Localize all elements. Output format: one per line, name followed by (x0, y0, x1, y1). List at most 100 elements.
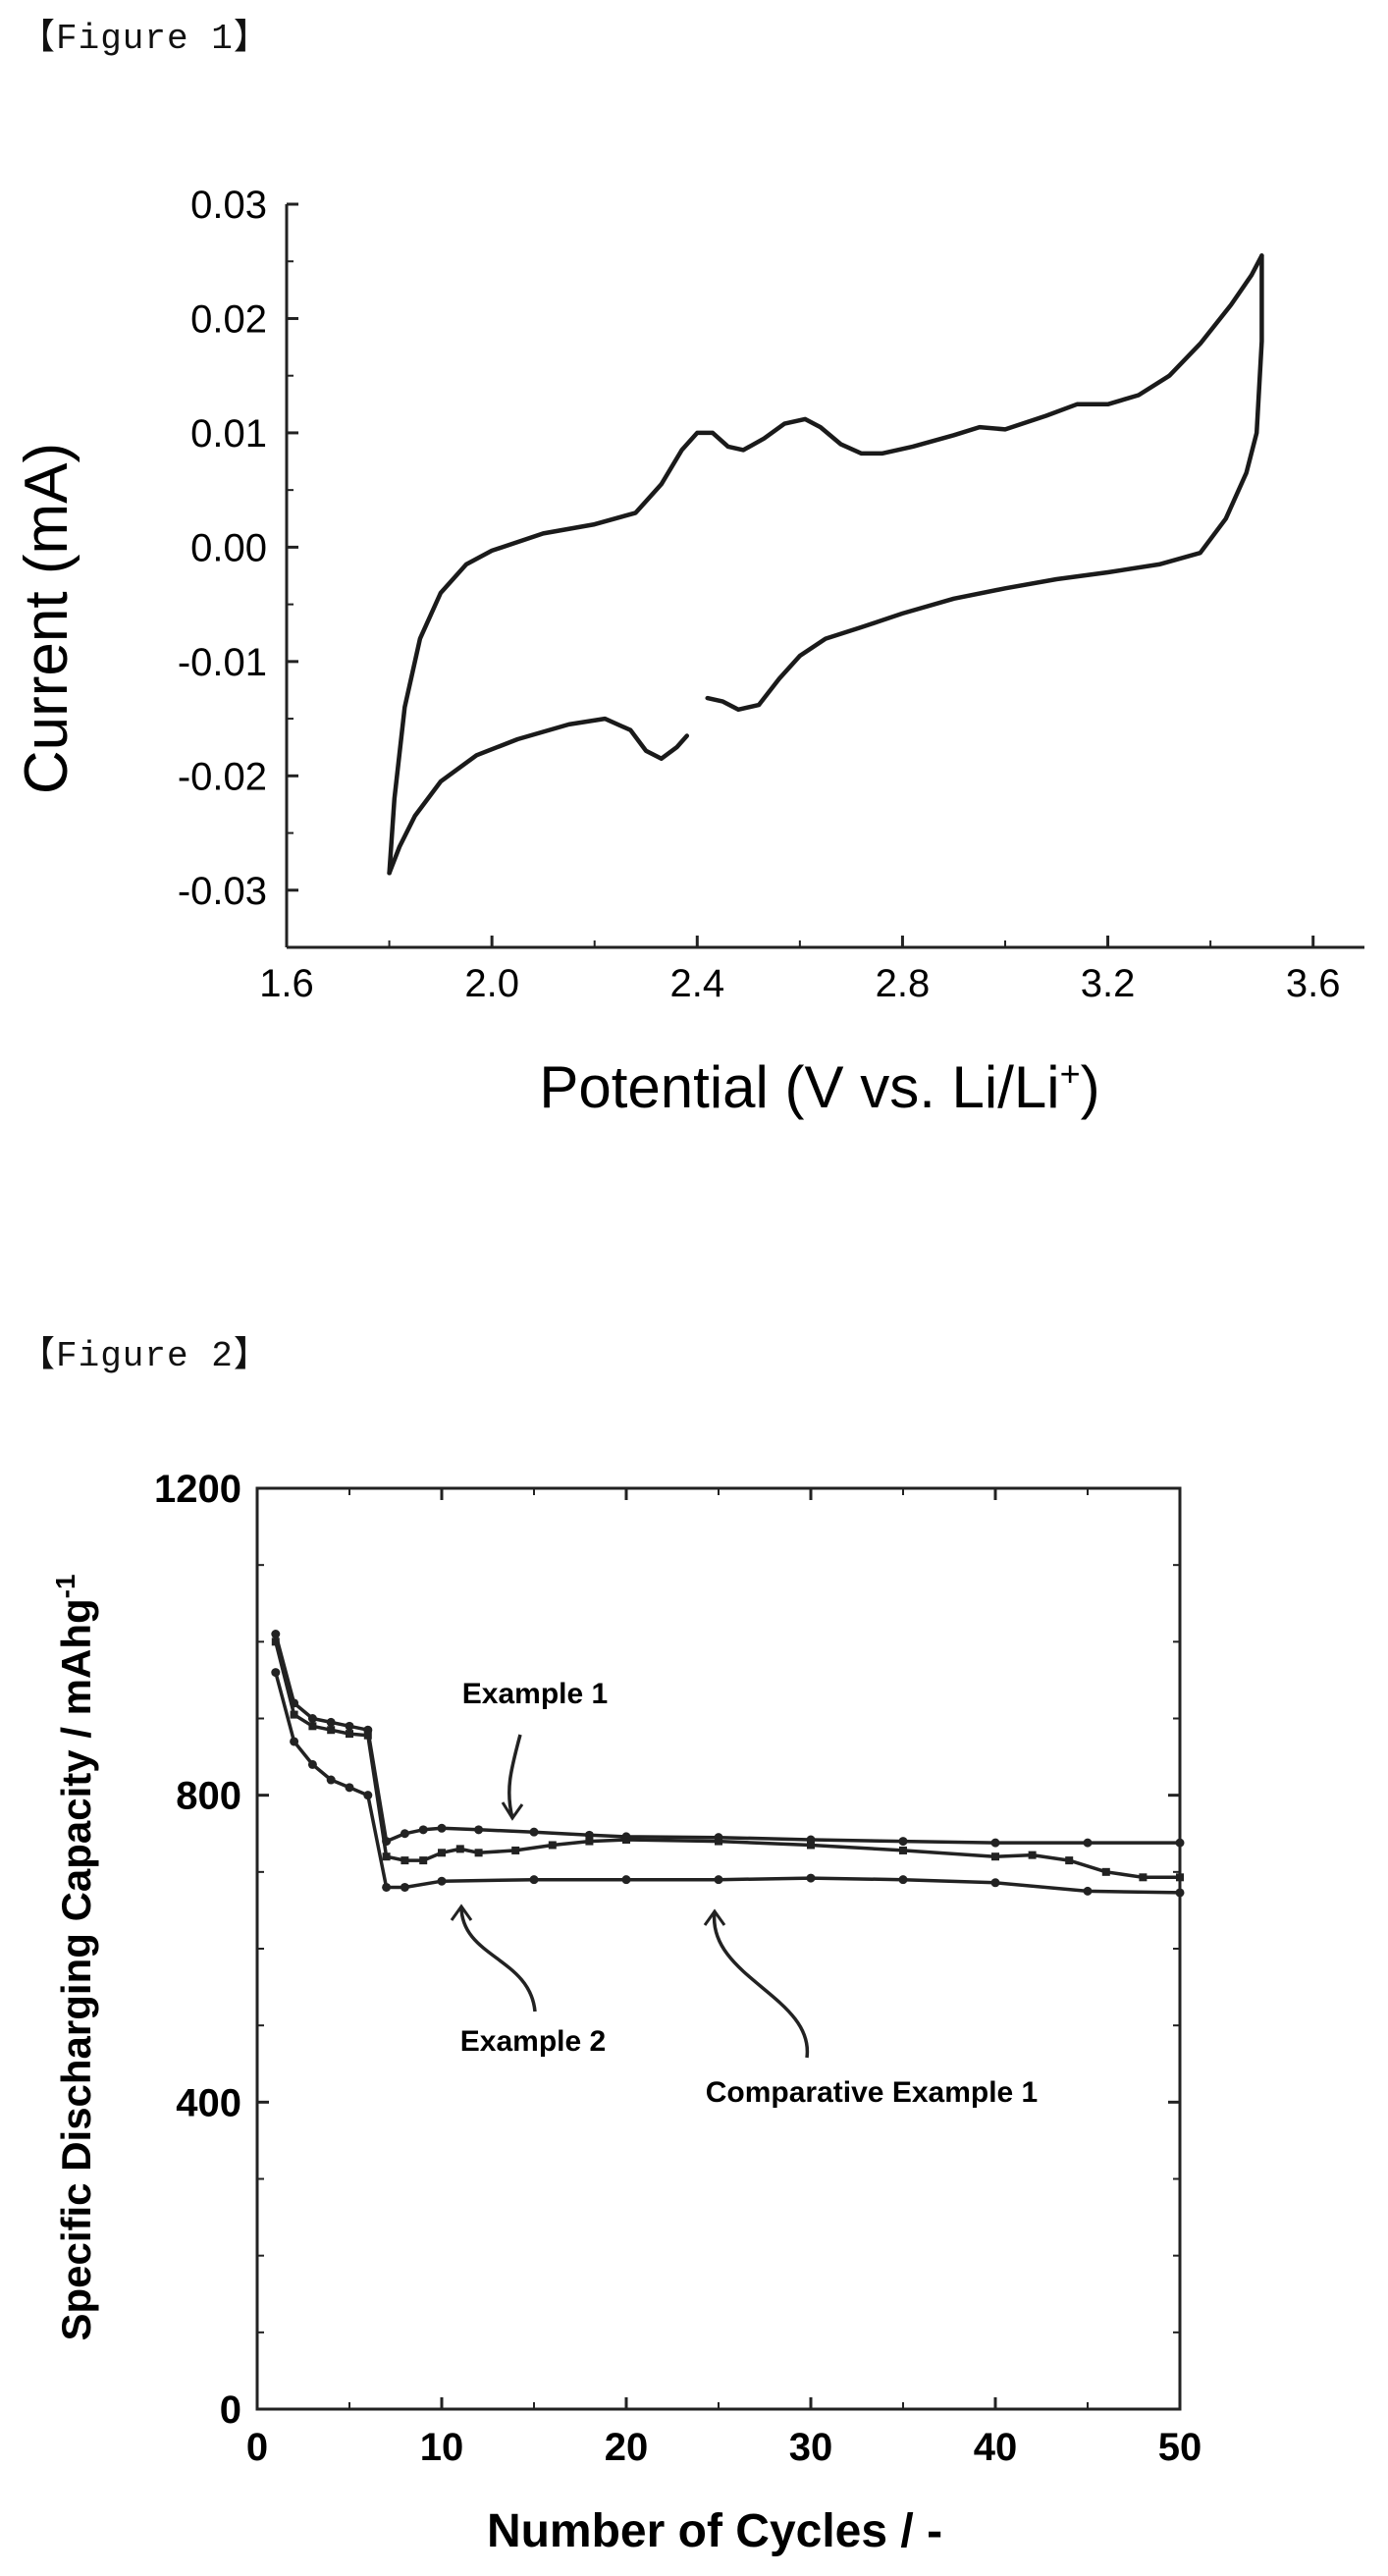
x-tick-label: 40 (974, 2426, 1018, 2469)
data-point (899, 1846, 907, 1854)
data-point (363, 1731, 372, 1740)
data-point (400, 1856, 409, 1865)
data-point (419, 1856, 428, 1865)
y-axis-title: Specific Discharging Capacity / mAhg-1 (50, 1574, 99, 2340)
data-point (345, 1783, 354, 1793)
annotation-arrow (459, 1905, 537, 2012)
x-axis-title: Number of Cycles / - (487, 2505, 942, 2557)
y-tick-label: 0.03 (190, 184, 267, 227)
data-point (714, 1875, 723, 1885)
data-point (455, 1845, 464, 1853)
data-point (1175, 1838, 1185, 1848)
y-tick-label: 400 (176, 2081, 241, 2124)
y-tick-label: -0.03 (178, 870, 267, 913)
data-point (437, 1823, 447, 1833)
data-point (400, 1882, 409, 1892)
y-tick-label: 0.02 (190, 297, 267, 341)
annotation-arrowhead (450, 1904, 473, 1921)
cycling-capacity-chart: 0 10 20 30 40 50 0 400 800 1200 Example 1 Example 2… (50, 1468, 1202, 2557)
x-tick-label: 30 (789, 2426, 833, 2469)
x-axis-title: Potential (V vs. Li/Li+) (539, 1053, 1099, 1120)
data-point (290, 1710, 298, 1719)
series-annotation-label: Example 1 (462, 1678, 608, 1710)
data-point (307, 1714, 317, 1723)
y-tick-label: 1200 (154, 1468, 241, 1511)
data-point (1175, 1888, 1185, 1898)
x-tick-label: 0 (246, 2426, 268, 2469)
annotation-arrow (507, 1734, 522, 1819)
x-tick-label: 50 (1158, 2426, 1202, 2469)
data-point (1028, 1851, 1037, 1859)
data-point (382, 1882, 392, 1892)
annotation-arrowhead (501, 1801, 524, 1821)
data-point (1139, 1873, 1148, 1882)
x-tick-label: 2.0 (464, 962, 519, 1005)
data-point (437, 1876, 447, 1886)
data-point (529, 1827, 539, 1837)
data-point (271, 1630, 281, 1639)
data-point (346, 1730, 353, 1739)
data-point (326, 1717, 336, 1727)
data-point (400, 1829, 409, 1839)
data-point (622, 1836, 630, 1845)
data-point (511, 1846, 520, 1854)
x-tick-label: 3.2 (1081, 962, 1136, 1005)
data-point (474, 1825, 484, 1835)
data-point (1065, 1856, 1074, 1865)
data-point (271, 1637, 280, 1646)
plot-frame (255, 1486, 1182, 2411)
cv-curve-segment-3 (387, 716, 690, 876)
y-tick-label: 0.01 (190, 412, 267, 456)
data-point (1083, 1838, 1093, 1848)
data-point (474, 1849, 483, 1857)
data-point (327, 1726, 336, 1735)
series-line-1 (274, 1634, 1180, 1845)
data-point (290, 1737, 299, 1746)
x-tick-label: 3.6 (1286, 962, 1341, 1005)
annotation-arrowhead (703, 1908, 726, 1926)
data-point (806, 1873, 816, 1883)
x-tick-label: 2.8 (876, 962, 931, 1005)
data-point (585, 1837, 594, 1846)
data-point (438, 1849, 446, 1857)
x-tick-label: 1.6 (259, 962, 314, 1005)
x-tick-label: 10 (420, 2426, 464, 2469)
y-tick-label: 0 (220, 2388, 241, 2432)
data-point (1083, 1886, 1093, 1896)
data-point (898, 1837, 908, 1847)
series-annotation-label: Example 2 (460, 2025, 606, 2058)
data-point (345, 1721, 354, 1731)
data-point (807, 1841, 815, 1850)
cv-curve-segment-1 (387, 253, 1264, 876)
cyclic-voltammetry-chart: 1.6 2.0 2.4 2.8 3.2 3.6 0.03 0.02 0.01 0.00 -0.01 -… (13, 184, 1364, 1120)
y-tick-label: -0.01 (178, 641, 267, 684)
data-point (418, 1825, 428, 1835)
x-tick-label: 2.4 (669, 962, 724, 1005)
data-point (548, 1841, 557, 1850)
cv-curve-segment-2 (705, 253, 1264, 713)
data-point (363, 1791, 373, 1800)
data-point (308, 1722, 317, 1731)
figure-1-label: 【Figure 1】 (20, 19, 270, 59)
series-annotation-label: Comparative Example 1 (706, 2076, 1038, 2109)
y-tick-label: 800 (176, 1775, 241, 1818)
data-point (1101, 1867, 1110, 1876)
y-tick-label: 0.00 (190, 526, 267, 569)
data-point (621, 1875, 631, 1885)
data-point (898, 1875, 908, 1885)
y-axis-title: Current (mA) (13, 443, 80, 794)
data-point (584, 1830, 594, 1840)
data-point (715, 1837, 722, 1846)
data-point (1176, 1873, 1184, 1882)
data-point (529, 1875, 539, 1885)
data-point (271, 1668, 281, 1678)
data-point (990, 1838, 1000, 1848)
data-point (307, 1759, 317, 1769)
data-point (326, 1775, 336, 1785)
y-tick-label: -0.02 (178, 755, 267, 798)
figure-2-label: 【Figure 2】 (20, 1336, 270, 1376)
data-point (990, 1878, 1000, 1888)
data-point (991, 1852, 999, 1861)
data-point (382, 1852, 391, 1861)
x-tick-label: 20 (605, 2426, 649, 2469)
